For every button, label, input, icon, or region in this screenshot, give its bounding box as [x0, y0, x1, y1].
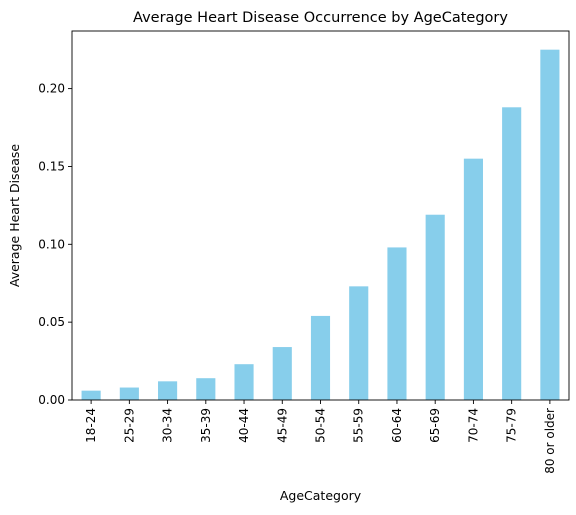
x-tick-label: 45-49	[275, 408, 289, 443]
y-tick-label: 0.05	[38, 315, 65, 329]
bar-30-34	[158, 381, 178, 400]
plot-frame	[71, 30, 570, 401]
y-axis-label: Average Heart Disease	[7, 144, 22, 288]
x-tick-label: 35-39	[199, 408, 213, 443]
bar-80-or-older	[540, 49, 560, 401]
x-axis-ticks: 18-24 25-29 30-34 35-39 40-44 45-49 50-54 55-59…	[84, 400, 557, 474]
x-tick-label: 30-34	[161, 408, 175, 443]
x-tick-label: 80 or older	[543, 408, 557, 474]
bar-60-64	[387, 247, 407, 400]
x-tick-label: 60-64	[390, 408, 404, 443]
y-tick-label: 0.00	[38, 393, 65, 407]
y-tick-label: 0.20	[38, 82, 65, 96]
bar-35-39	[196, 378, 216, 400]
x-tick-label: 25-29	[122, 408, 136, 443]
x-tick-label: 55-59	[352, 408, 366, 443]
y-axis-ticks: 0.00 0.05 0.10 0.15 0.20	[38, 82, 72, 407]
x-tick-label: 40-44	[237, 408, 251, 443]
bar-18-24	[81, 390, 101, 400]
x-tick-label: 70-74	[466, 408, 480, 443]
x-tick-label: 50-54	[314, 408, 328, 443]
bar-40-44	[234, 364, 254, 400]
bar-group	[81, 49, 560, 401]
bar-55-59	[349, 286, 369, 400]
bar-25-29	[119, 387, 139, 400]
x-axis-label: AgeCategory	[280, 488, 362, 503]
chart-title: Average Heart Disease Occurrence by AgeC…	[133, 10, 508, 26]
bar-70-74	[463, 158, 483, 400]
y-tick-label: 0.10	[38, 237, 65, 251]
bar-75-79	[502, 107, 522, 400]
x-tick-label: 18-24	[84, 408, 98, 443]
bar-65-69	[425, 214, 445, 400]
x-tick-label: 65-69	[428, 408, 442, 443]
bar-45-49	[272, 347, 292, 400]
bar-50-54	[310, 315, 331, 400]
x-tick-label: 75-79	[505, 408, 519, 443]
y-tick-label: 0.15	[38, 159, 65, 173]
